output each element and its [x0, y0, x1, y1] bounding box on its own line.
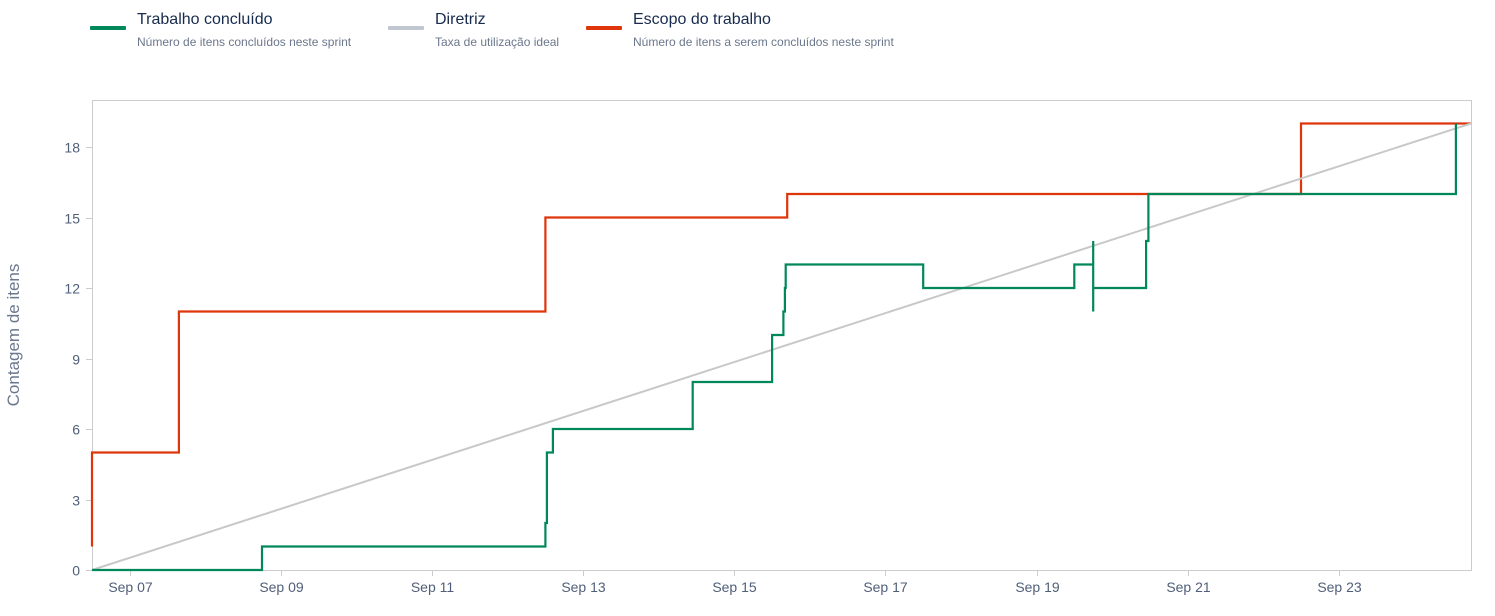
y-tick-label: 3 [72, 493, 80, 509]
legend-swatch-red [586, 26, 622, 30]
y-tick-label: 12 [64, 281, 80, 297]
y-tick-label: 15 [64, 211, 80, 227]
legend: Trabalho concluído Número de itens concl… [90, 8, 894, 52]
y-tick-label: 0 [72, 563, 80, 579]
x-tick-label: Sep 11 [411, 579, 455, 595]
x-axis: Sep 07 Sep 09 Sep 11 Sep 13 Sep 15 Sep 17 Sep … [108, 570, 1362, 595]
series-lines [90, 122, 1472, 572]
y-axis: 0 3 6 9 12 15 18 [64, 140, 92, 579]
legend-item-escopo-do-trabalho[interactable]: Escopo do trabalho Número de itens a ser… [586, 8, 894, 52]
x-tick-label: Sep 07 [108, 579, 153, 595]
legend-description: Número de itens concluídos neste sprint [137, 35, 352, 49]
x-tick-label: Sep 21 [1166, 579, 1211, 595]
legend-swatch-green [90, 26, 126, 30]
x-tick-label: Sep 09 [259, 579, 304, 595]
x-tick-label: Sep 15 [712, 579, 757, 595]
legend-item-diretriz[interactable]: Diretriz Taxa de utilização ideal [388, 8, 586, 52]
y-tick-label: 6 [72, 422, 80, 438]
x-tick-label: Sep 19 [1015, 579, 1060, 595]
plot-area [92, 100, 1472, 571]
y-tick-label: 9 [72, 352, 80, 368]
legend-description: Número de itens a serem concluídos neste… [633, 35, 894, 49]
x-tick-label: Sep 13 [561, 579, 606, 595]
y-axis-title: Contagem de itens [4, 264, 23, 407]
legend-swatch-gray [388, 26, 424, 30]
x-tick-label: Sep 17 [863, 579, 908, 595]
legend-item-trabalho-concluido[interactable]: Trabalho concluído Número de itens concl… [90, 8, 388, 52]
series-line-trabalho-conclu-do[interactable] [92, 123, 1457, 572]
legend-title: Trabalho concluído [137, 11, 273, 28]
legend-title: Escopo do trabalho [633, 11, 771, 28]
series-line-escopo-do-trabalho[interactable] [90, 122, 1471, 547]
series-line-diretriz[interactable] [91, 122, 1472, 571]
legend-description: Taxa de utilização ideal [435, 35, 560, 49]
x-tick-label: Sep 23 [1317, 579, 1362, 595]
legend-title: Diretriz [435, 11, 486, 28]
y-tick-label: 18 [64, 140, 80, 156]
